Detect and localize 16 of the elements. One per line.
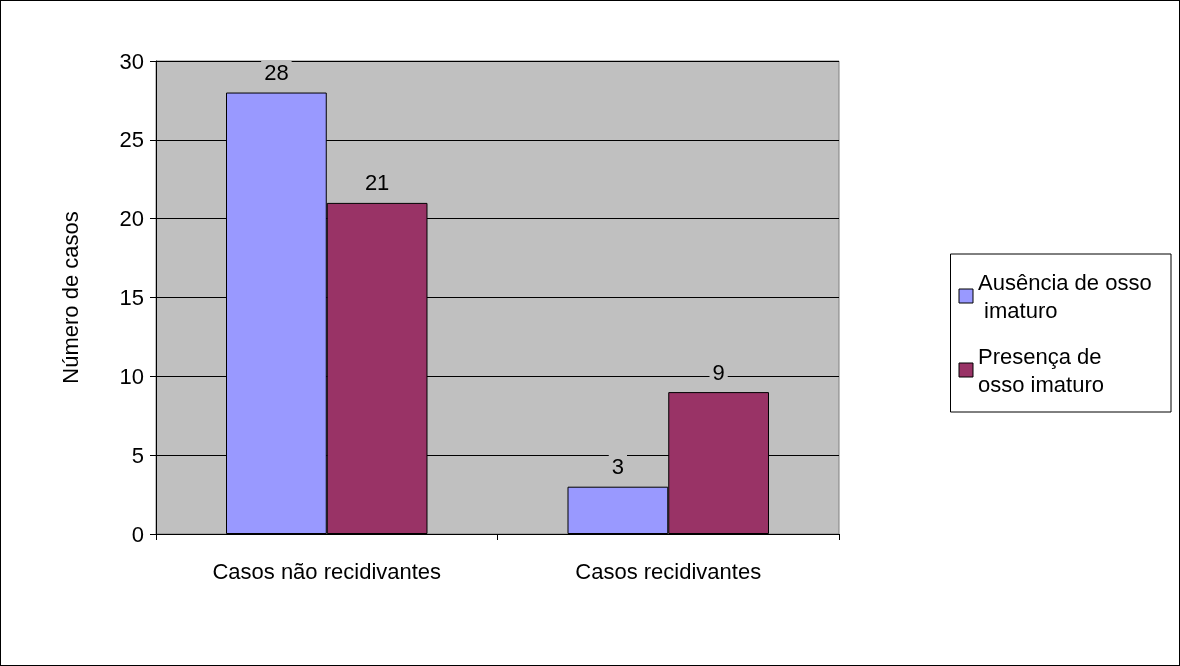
y-tick-label: 25 <box>119 127 144 153</box>
data-label: 9 <box>712 359 725 385</box>
data-label: 28 <box>264 60 289 86</box>
y-tick-label: 15 <box>119 285 144 310</box>
y-tick-label: 0 <box>131 521 144 547</box>
data-label: 3 <box>611 454 624 480</box>
y-axis-title: Número de casos <box>57 211 83 384</box>
y-tick-label: 10 <box>119 363 144 389</box>
x-tick-label: Casos não recidivantes <box>212 558 442 584</box>
y-tick-label: 5 <box>131 442 144 468</box>
y-tick-label: 30 <box>119 48 144 74</box>
x-tick-label: Casos recidivantes <box>575 558 762 584</box>
data-label: 21 <box>364 170 390 196</box>
y-tick-label: 20 <box>119 206 144 232</box>
legend-label: Presença de osso imaturo <box>978 343 1108 397</box>
legend-label: Ausência de osso imaturo <box>978 269 1152 323</box>
